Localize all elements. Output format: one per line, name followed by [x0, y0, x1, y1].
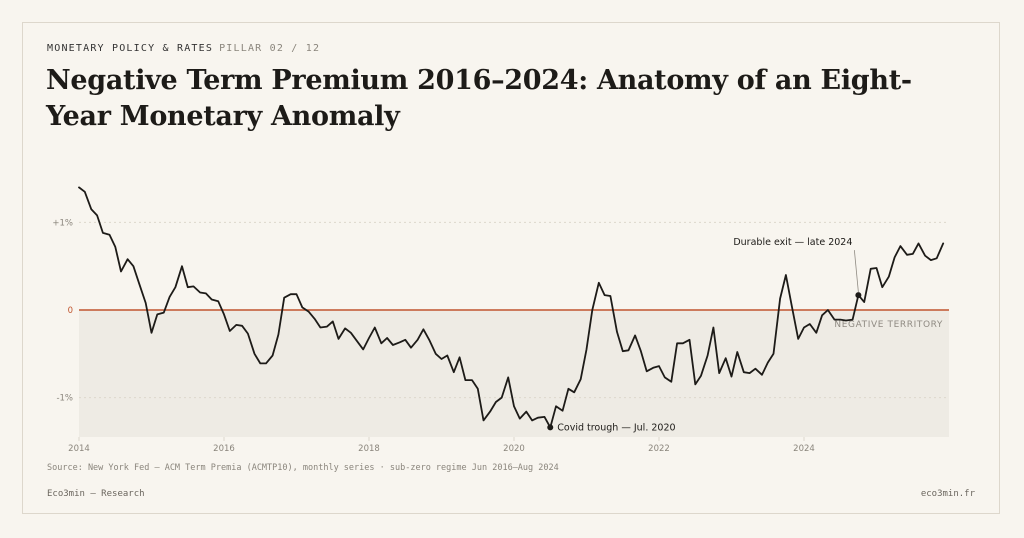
x-tick-label: 2018 [358, 444, 380, 453]
term-premium-chart: +1% 0 -1% 2014 2016 2018 2020 2022 2024 NEGATIVE … [52, 186, 949, 453]
negative-territory-label: NEGATIVE TERRITORY [834, 320, 943, 330]
footer-site: eco3min.fr [920, 489, 975, 499]
footer-brand: Eco3min — Research [47, 489, 145, 499]
annotation-marker-exit [855, 292, 862, 299]
chart-card: MONETARY POLICY & RATES PILLAR 02 / 12 Ne… [22, 22, 1000, 514]
y-tick-label: +1% [52, 218, 73, 228]
annotation-durable-exit: Durable exit — late 2024 [733, 237, 852, 248]
negative-territory-band [79, 310, 949, 437]
annotation-leader-exit [853, 250, 859, 293]
annotation-covid-trough: Covid trough — Jul. 2020 [557, 422, 675, 433]
x-tick-label: 2022 [648, 444, 670, 453]
kicker-pillar: PILLAR 02 / 12 [219, 43, 321, 54]
x-tick-label: 2020 [503, 444, 525, 453]
y-tick-label: -1% [56, 394, 73, 404]
series-line-0 [78, 186, 945, 429]
source-note: Source: New York Fed — ACM Term Premia (… [47, 463, 559, 473]
y-tick-label: 0 [68, 306, 73, 316]
x-tick-label: 2016 [213, 444, 235, 453]
kicker: MONETARY POLICY & RATES PILLAR 02 / 12 [47, 43, 320, 54]
x-tick-label: 2014 [68, 444, 90, 453]
annotation-marker-covid [547, 424, 554, 431]
x-tick-label: 2024 [793, 444, 815, 453]
page-title: Negative Term Premium 2016–2024: Anatomy… [46, 65, 912, 132]
kicker-category: MONETARY POLICY & RATES [47, 43, 214, 54]
